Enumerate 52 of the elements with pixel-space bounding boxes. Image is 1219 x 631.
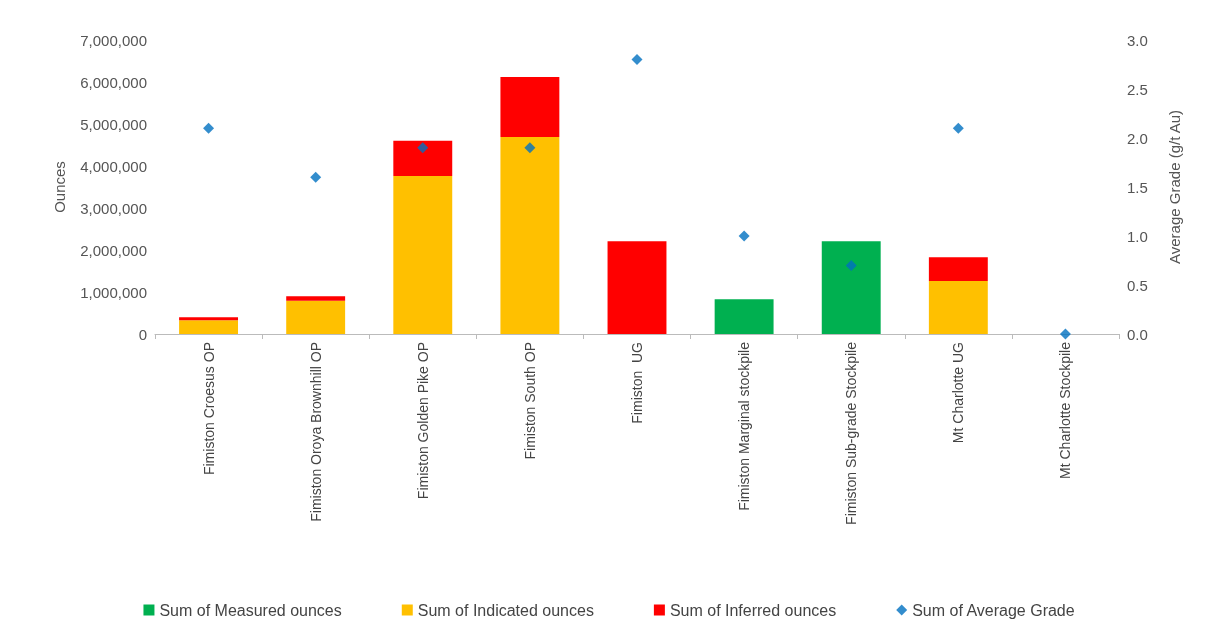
y-tick-label: 3,000,000 — [80, 199, 147, 217]
x-tick-label: Mt Charlotte UG — [950, 342, 967, 444]
point — [417, 142, 429, 154]
legend-label: Sum of Average Grade — [912, 601, 1075, 619]
y2-tick-label: 2.5 — [1127, 80, 1148, 98]
point — [738, 230, 750, 242]
bar — [393, 176, 453, 334]
bar — [286, 296, 346, 301]
legend-label: Sum of Indicated ounces — [417, 601, 594, 619]
x-tick-label: Fimiston UG — [629, 342, 645, 424]
y-tick-label: 1,000,000 — [80, 283, 147, 301]
point — [524, 142, 536, 154]
bar — [500, 137, 560, 334]
point — [1059, 328, 1071, 340]
bar — [714, 299, 774, 334]
x-tick-label: Mt Charlotte Stockpile — [1057, 341, 1074, 479]
bar — [179, 320, 239, 334]
x-tick-label: Fimiston Sub-grade Stockpile — [843, 341, 860, 525]
bar — [928, 281, 988, 334]
y-tick-label: 7,000,000 — [80, 31, 147, 49]
legend-label: Sum of Measured ounces — [159, 601, 342, 619]
y2-tick-label: 0.5 — [1127, 276, 1148, 294]
bar — [607, 241, 667, 334]
point — [203, 122, 215, 134]
x-tick-label: Fimiston Oroya Brownhill OP — [307, 342, 324, 522]
y2-tick-label: 1.5 — [1127, 178, 1148, 196]
bar — [821, 241, 881, 334]
y-tick-label: 5,000,000 — [80, 115, 147, 133]
bar — [500, 76, 560, 138]
y-tick-label: 0 — [138, 325, 147, 343]
point — [952, 122, 964, 134]
legend-label: Sum of Inferred ounces — [669, 601, 837, 619]
bar — [928, 257, 988, 282]
x-tick-label: Fimiston Golden Pike OP — [414, 342, 431, 500]
bar — [286, 300, 346, 334]
y-tick-label: 6,000,000 — [80, 73, 147, 91]
point — [631, 54, 643, 66]
y2-tick-label: 1.0 — [1127, 227, 1148, 245]
bar — [393, 140, 453, 177]
y-tick-label: 2,000,000 — [80, 241, 147, 259]
y2-tick-label: 2.0 — [1127, 129, 1148, 147]
point — [310, 171, 322, 183]
x-tick-label: Fimiston South OP — [521, 342, 538, 460]
x-tick-label: Fimiston Croesus OP — [200, 342, 217, 476]
point — [845, 259, 857, 271]
y2-tick-label: 3.0 — [1127, 31, 1148, 49]
x-tick-label: Fimiston Marginal stockpile — [736, 341, 753, 511]
y-tick-label: 4,000,000 — [80, 157, 147, 175]
y2-axis-title: Average Grade (g/t Au) — [1166, 110, 1183, 264]
y-axis-title: Ounces — [51, 161, 68, 213]
bar — [179, 317, 239, 321]
y2-tick-label: 0.0 — [1127, 325, 1148, 343]
